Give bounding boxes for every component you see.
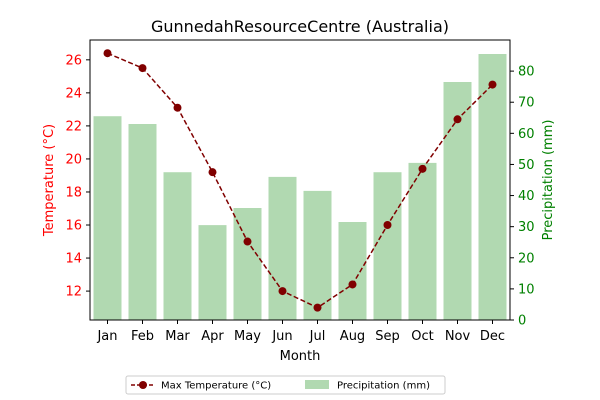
legend-label-temperature: Max Temperature (°C)	[161, 381, 271, 392]
x-tick-label: Jan	[96, 329, 117, 344]
bars-layer	[93, 54, 507, 320]
precipitation-bar	[163, 172, 192, 320]
x-tick-label: Aug	[340, 329, 365, 344]
y-left-tick-label: 16	[65, 219, 82, 234]
precipitation-bar	[268, 176, 297, 320]
x-tick-label: May	[234, 329, 261, 344]
plot-frame	[89, 39, 511, 321]
y-left-tick-label: 22	[65, 119, 82, 134]
temperature-point	[348, 280, 357, 289]
y-right-tick-label: 40	[518, 189, 535, 204]
temperature-line	[107, 52, 494, 309]
x-tick-label: Feb	[131, 329, 154, 344]
x-tick-label: Mar	[165, 329, 190, 344]
line-layer	[103, 49, 497, 312]
x-tick-label: Dec	[480, 329, 505, 344]
legend-label-precipitation: Precipitation (mm)	[337, 381, 430, 392]
y-right-tick-label: 0	[518, 314, 526, 329]
y-right-tick-label: 50	[518, 158, 535, 173]
x-tick-label: Sep	[375, 329, 400, 344]
temperature-point	[138, 64, 147, 73]
temperature-point	[383, 221, 392, 230]
legend-bar-swatch	[305, 380, 329, 389]
temperature-point	[453, 115, 462, 124]
y-axis-left-label: Temperature (°C)	[42, 124, 57, 237]
precipitation-bar	[233, 208, 262, 320]
x-axis-label: Month	[280, 349, 321, 364]
precipitation-bar	[478, 54, 507, 320]
y-axis-right-label: Precipitation (mm)	[541, 120, 556, 241]
x-tick-label: Jun	[271, 329, 292, 344]
y-left-tick-label: 18	[65, 185, 82, 200]
x-tick-label: Apr	[201, 329, 224, 344]
precipitation-bar	[93, 116, 122, 320]
precipitation-bar	[373, 172, 402, 320]
temperature-point	[278, 287, 287, 296]
axes-layer: Jan Feb Mar Apr May Jun Jul Aug Sep Oct Nov Dec 12 14…	[65, 39, 535, 344]
precipitation-bar	[303, 190, 332, 320]
y-right-tick-label: 80	[518, 65, 535, 80]
y-left-tick-label: 24	[65, 86, 82, 101]
legend-frame	[125, 375, 446, 395]
y-right-tick-label: 30	[518, 220, 535, 235]
precipitation-bar	[128, 124, 157, 320]
temperature-point	[488, 80, 497, 89]
y-right-tick-label: 70	[518, 96, 535, 111]
x-tick-label: Jul	[309, 329, 326, 344]
x-tick-label: Nov	[445, 329, 471, 344]
y-right-tick-label: 10	[518, 282, 535, 297]
temperature-point	[243, 237, 252, 246]
legend-marker-swatch	[139, 381, 147, 389]
y-left-tick-label: 20	[65, 152, 82, 167]
y-right-tick-label: 60	[518, 127, 535, 142]
x-tick-label: Oct	[411, 329, 433, 344]
precipitation-bar	[408, 162, 437, 320]
precipitation-bar	[198, 225, 227, 320]
temperature-point	[103, 49, 112, 58]
temperature-point	[208, 168, 217, 177]
temperature-point	[418, 164, 427, 173]
temperature-point	[313, 303, 322, 312]
y-left-tick-label: 14	[65, 252, 82, 267]
chart-title: GunnedahResourceCentre (Australia)	[151, 17, 449, 36]
legend: Max Temperature (°C) Precipitation (mm)	[125, 375, 446, 395]
y-left-tick-label: 12	[65, 285, 82, 300]
temperature-point	[173, 103, 182, 112]
y-right-tick-label: 20	[518, 251, 535, 266]
y-left-tick-label: 26	[65, 53, 82, 68]
precipitation-bar	[338, 222, 367, 320]
